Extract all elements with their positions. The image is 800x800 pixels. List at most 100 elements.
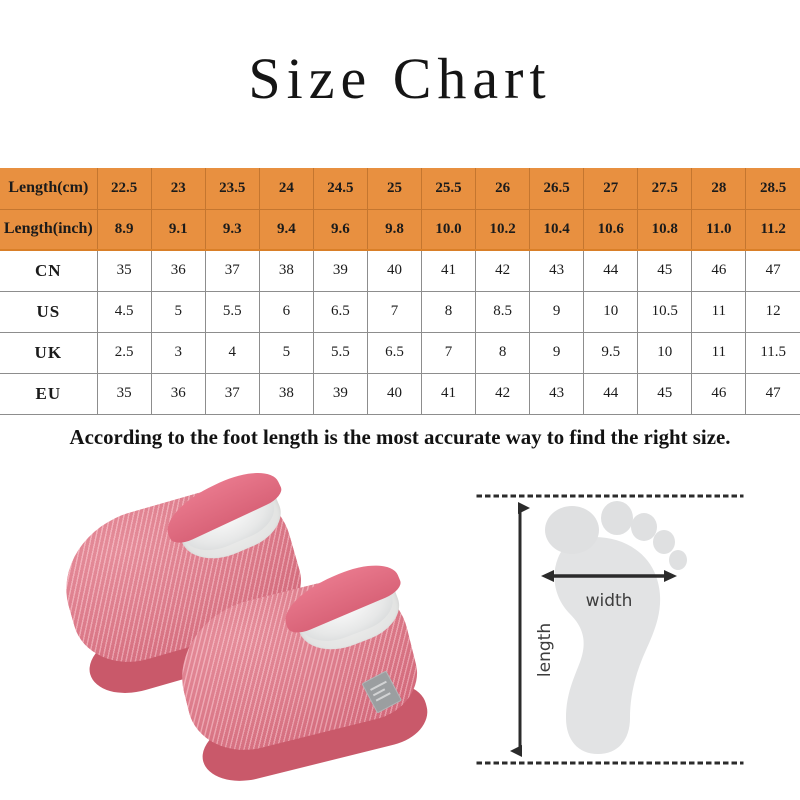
table-cell: 23.5 — [205, 168, 260, 210]
table-cell: 10.0 — [421, 209, 477, 251]
table-cell: 9 — [529, 291, 585, 333]
table-cell: 47 — [745, 373, 800, 415]
size-table-container: Length(cm) 22.5 23 23.5 24 24.5 25 25.5 26 26.5 27… — [0, 168, 800, 415]
table-cell: 9.3 — [205, 209, 260, 251]
table-cell: 10.2 — [475, 209, 531, 251]
table-cell: 9.8 — [367, 209, 422, 251]
table-cell: 10.8 — [637, 209, 693, 251]
table-cell: 47 — [745, 250, 800, 292]
table-cell: 10.4 — [529, 209, 585, 251]
table-cell: 6 — [259, 291, 314, 333]
table-cell: 4.5 — [97, 291, 152, 333]
table-cell: 28 — [691, 168, 747, 210]
table-cell: 6.5 — [367, 332, 422, 374]
table-row: Length(cm) 22.5 23 23.5 24 24.5 25 25.5 26 26.5 27… — [0, 168, 800, 210]
table-cell: 9.1 — [151, 209, 206, 251]
table-cell: 10 — [583, 291, 639, 333]
table-cell: 4 — [205, 332, 260, 374]
table-cell: 26 — [475, 168, 531, 210]
table-cell: 3 — [151, 332, 206, 374]
table-cell: 38 — [259, 250, 314, 292]
table-cell: 7 — [367, 291, 422, 333]
row-label-uk: UK — [0, 332, 98, 374]
table-row: CN 35 36 37 38 39 40 41 42 43 44 45 46 47 — [0, 250, 800, 292]
table-cell: 45 — [637, 250, 693, 292]
table-cell: 43 — [529, 250, 585, 292]
table-cell: 41 — [421, 373, 477, 415]
size-advice-caption: According to the foot length is the most… — [69, 425, 731, 449]
table-cell: 38 — [259, 373, 314, 415]
table-cell: 8 — [421, 291, 477, 333]
foot-measurement-diagram: width length — [470, 478, 755, 778]
table-cell: 2.5 — [97, 332, 152, 374]
table-cell: 25.5 — [421, 168, 477, 210]
table-cell: 27.5 — [637, 168, 693, 210]
table-cell: 41 — [421, 250, 477, 292]
table-cell: 26.5 — [529, 168, 585, 210]
table-cell: 6.5 — [313, 291, 368, 333]
table-cell: 5.5 — [313, 332, 368, 374]
length-label: length — [535, 623, 555, 677]
table-cell: 10 — [637, 332, 693, 374]
table-cell: 5 — [151, 291, 206, 333]
table-cell: 24.5 — [313, 168, 368, 210]
table-cell: 36 — [151, 373, 206, 415]
footprint-shape — [545, 501, 687, 754]
row-label-length-cm: Length(cm) — [0, 168, 98, 210]
slipper-product-photo — [48, 459, 434, 791]
table-row: US 4.5 5 5.5 6 6.5 7 8 8.5 9 10 10.5 11 12 — [0, 291, 800, 333]
table-cell: 22.5 — [97, 168, 152, 210]
table-cell: 11 — [691, 332, 747, 374]
size-table-body: Length(cm) 22.5 23 23.5 24 24.5 25 25.5 26 26.5 27… — [0, 168, 800, 415]
row-label-us: US — [0, 291, 98, 333]
table-cell: 23 — [151, 168, 206, 210]
table-cell: 35 — [97, 373, 152, 415]
table-cell: 8 — [475, 332, 531, 374]
table-cell: 24 — [259, 168, 314, 210]
table-row: Length(inch) 8.9 9.1 9.3 9.4 9.6 9.8 10.0 10.2 10… — [0, 209, 800, 251]
table-cell: 40 — [367, 250, 422, 292]
table-cell: 9 — [529, 332, 585, 374]
table-cell: 11.2 — [745, 209, 800, 251]
size-table: Length(cm) 22.5 23 23.5 24 24.5 25 25.5 26 26.5 27… — [0, 168, 800, 415]
table-cell: 40 — [367, 373, 422, 415]
table-cell: 7 — [421, 332, 477, 374]
table-cell: 8.9 — [97, 209, 152, 251]
table-cell: 36 — [151, 250, 206, 292]
table-cell: 9.6 — [313, 209, 368, 251]
width-label: width — [586, 591, 633, 611]
table-row: EU 35 36 37 38 39 40 41 42 43 44 45 46 47 — [0, 373, 800, 415]
table-cell: 28.5 — [745, 168, 800, 210]
table-cell: 11.0 — [691, 209, 747, 251]
table-cell: 9.4 — [259, 209, 314, 251]
page-title: Size Chart — [248, 46, 552, 111]
table-cell: 25 — [367, 168, 422, 210]
table-cell: 11.5 — [745, 332, 800, 374]
table-cell: 9.5 — [583, 332, 639, 374]
table-cell: 10.5 — [637, 291, 693, 333]
table-cell: 5 — [259, 332, 314, 374]
row-label-cn: CN — [0, 250, 98, 292]
table-cell: 44 — [583, 373, 639, 415]
table-row: UK 2.5 3 4 5 5.5 6.5 7 8 9 9.5 10 11 11.5 — [0, 332, 800, 374]
bottom-panels: width length — [0, 459, 800, 800]
table-cell: 39 — [313, 250, 368, 292]
table-cell: 27 — [583, 168, 639, 210]
table-cell: 43 — [529, 373, 585, 415]
table-cell: 8.5 — [475, 291, 531, 333]
table-cell: 42 — [475, 373, 531, 415]
table-cell: 35 — [97, 250, 152, 292]
table-cell: 37 — [205, 373, 260, 415]
row-label-eu: EU — [0, 373, 98, 415]
table-cell: 12 — [745, 291, 800, 333]
row-label-length-inch: Length(inch) — [0, 209, 98, 251]
table-cell: 46 — [691, 250, 747, 292]
table-cell: 44 — [583, 250, 639, 292]
table-cell: 46 — [691, 373, 747, 415]
table-cell: 37 — [205, 250, 260, 292]
table-cell: 5.5 — [205, 291, 260, 333]
table-cell: 10.6 — [583, 209, 639, 251]
table-cell: 42 — [475, 250, 531, 292]
table-cell: 11 — [691, 291, 747, 333]
